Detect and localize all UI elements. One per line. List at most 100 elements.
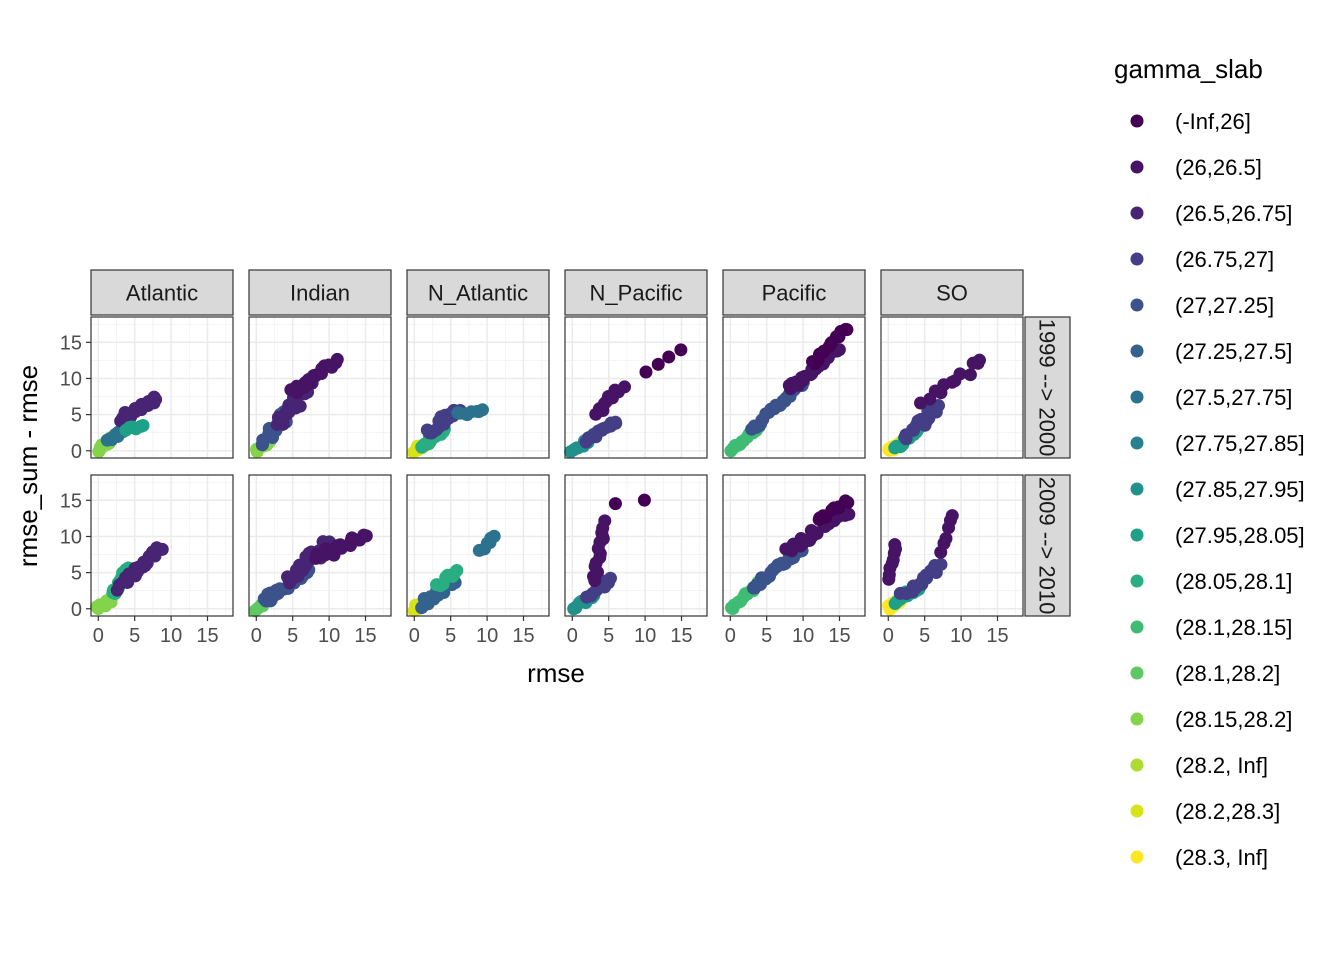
strip-background xyxy=(722,269,866,316)
legend-key xyxy=(1130,758,1144,772)
panel-Pacific-row2 xyxy=(722,474,866,617)
legend-key xyxy=(1130,114,1144,128)
data-point xyxy=(475,403,489,417)
legend-label: (26.5,26.75] xyxy=(1175,201,1292,226)
x-tick-label: 10 xyxy=(160,625,182,647)
data-point xyxy=(934,557,948,571)
x-tick-label: 15 xyxy=(670,625,692,647)
panel-border xyxy=(564,316,708,459)
legend-label: (28.1,28.2] xyxy=(1175,661,1280,686)
data-point xyxy=(972,353,986,367)
x-tick-label: 5 xyxy=(129,625,140,647)
panel-Indian-row1 xyxy=(248,316,392,459)
x-tick-label: 15 xyxy=(986,625,1008,647)
data-point xyxy=(147,390,161,404)
legend-label: (28.2, Inf] xyxy=(1175,753,1268,778)
x-tick-label: 5 xyxy=(603,625,614,647)
data-point xyxy=(359,529,373,543)
panel-border xyxy=(248,474,392,617)
panel-border xyxy=(248,316,392,459)
data-points xyxy=(724,494,856,616)
legend-key xyxy=(1130,712,1144,726)
legend-label: (-Inf,26] xyxy=(1175,109,1251,134)
strip-Atlantic: Atlantic xyxy=(90,269,234,316)
x-tick-label: 0 xyxy=(251,625,262,647)
y-tick-label: 10 xyxy=(60,526,82,548)
facet-panels xyxy=(90,316,1024,618)
data-point xyxy=(651,357,665,371)
panel-Indian-row2 xyxy=(248,474,392,618)
data-points xyxy=(92,390,163,459)
legend-key xyxy=(1130,390,1144,404)
panel-border xyxy=(880,474,1024,617)
strip-label: SO xyxy=(936,281,968,306)
x-tick-label: 15 xyxy=(354,625,376,647)
strip-label: Atlantic xyxy=(126,281,198,306)
data-point xyxy=(953,367,967,381)
data-point xyxy=(598,514,612,528)
panel-border xyxy=(564,474,708,617)
strip-background xyxy=(406,269,550,316)
panel-Atlantic-row2 xyxy=(90,474,234,617)
legend-entry: (26.5,26.75] xyxy=(1130,201,1292,226)
y-tick-label: 0 xyxy=(71,599,82,621)
legend-entry: (27.25,27.5] xyxy=(1130,339,1292,364)
strip-label: Pacific xyxy=(762,281,827,306)
data-point xyxy=(945,509,959,523)
legend-key xyxy=(1130,620,1144,634)
data-points xyxy=(248,528,373,618)
y-tick-label: 5 xyxy=(71,563,82,585)
row-strip-label: 2009 --> 2010 xyxy=(1035,477,1060,615)
legend-entry: (28.1,28.2] xyxy=(1130,661,1280,686)
strip-background xyxy=(564,269,708,316)
data-point xyxy=(487,529,501,543)
legend-entry: (28.2, Inf] xyxy=(1130,753,1268,778)
legend-key xyxy=(1130,804,1144,818)
legend-key xyxy=(1130,344,1144,358)
axes: 0 5 10 15 0 5 10 15 0 5 10 15 0 5 10 15 0 5 10 15 0 5 10 15 0 5 10… xyxy=(60,332,1009,647)
legend-entry: (26,26.5] xyxy=(1130,155,1262,180)
legend-label: (27.95,28.05] xyxy=(1175,523,1305,548)
panel-border xyxy=(90,316,234,459)
x-tick-label: 10 xyxy=(476,625,498,647)
legend-entry: (27.5,27.75] xyxy=(1130,385,1292,410)
row-strip-2: 2009 --> 2010 xyxy=(1024,474,1071,617)
data-point xyxy=(608,415,622,429)
y-tick-label: 10 xyxy=(60,368,82,390)
legend-label: (28.2,28.3] xyxy=(1175,799,1280,824)
legend-entry: (27.85,27.95] xyxy=(1130,477,1305,502)
data-point xyxy=(840,323,854,337)
x-tick-label: 0 xyxy=(725,625,736,647)
data-point xyxy=(637,493,651,507)
y-tick-label: 15 xyxy=(60,490,82,512)
data-point xyxy=(333,538,347,552)
legend-label: (28.3, Inf] xyxy=(1175,845,1268,870)
legend-label: (28.15,28.2] xyxy=(1175,707,1292,732)
legend-entry: (27,27.25] xyxy=(1130,293,1274,318)
x-tick-label: 10 xyxy=(950,625,972,647)
panel-N_Pacific-row2 xyxy=(564,474,708,617)
panel-border xyxy=(406,316,550,459)
legend-entry: (28.3, Inf] xyxy=(1130,845,1268,870)
legend-entry: (28.15,28.2] xyxy=(1130,707,1292,732)
data-points xyxy=(882,353,986,457)
strip-N_Pacific: N_Pacific xyxy=(564,269,708,316)
data-points xyxy=(724,322,854,458)
row-strip-background xyxy=(1024,474,1071,617)
legend-entry: (28.2,28.3] xyxy=(1130,799,1280,824)
data-point xyxy=(939,532,953,546)
x-tick-label: 0 xyxy=(567,625,578,647)
data-point xyxy=(136,418,150,432)
data-point xyxy=(155,542,169,556)
panel-border xyxy=(880,316,1024,459)
panel-N_Atlantic-row1 xyxy=(406,316,550,459)
x-tick-label: 0 xyxy=(883,625,894,647)
y-tick-label: 15 xyxy=(60,332,82,354)
strip-label: Indian xyxy=(290,281,350,306)
legend-key xyxy=(1130,298,1144,312)
legend-key xyxy=(1130,160,1144,174)
legend-entry: (28.1,28.15] xyxy=(1130,615,1292,640)
panel-border xyxy=(406,474,550,617)
data-points xyxy=(407,403,489,459)
